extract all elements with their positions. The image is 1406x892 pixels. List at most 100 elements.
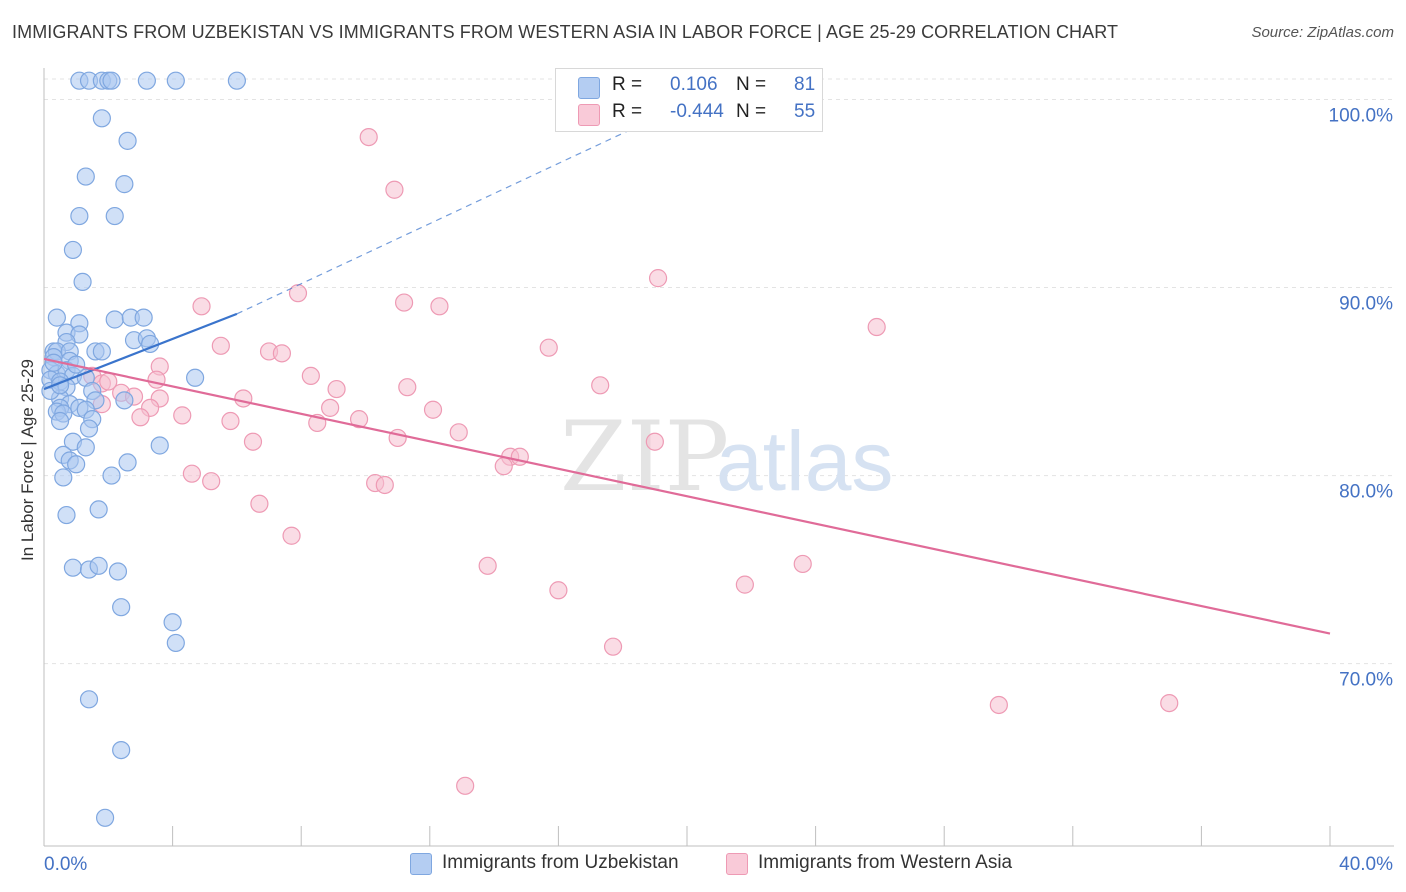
uzbekistan-points <box>41 71 246 827</box>
western-asia-point <box>211 336 230 355</box>
western-asia-point <box>867 317 886 337</box>
western-asia-point <box>456 776 475 795</box>
uzbekistan-point <box>166 633 185 653</box>
uzbekistan-point <box>108 562 128 581</box>
legend-label-western-asia: Immigrants from Western Asia <box>758 852 1013 873</box>
legend-r-label: R = <box>612 101 643 122</box>
western-asia-point <box>349 410 369 429</box>
legend-r-label: R = <box>612 74 643 95</box>
western-asia-point <box>494 457 513 476</box>
correlation-legend: R = 0.106 N = 81 R = -0.444 N = 55 <box>555 68 823 132</box>
legend-r-value: 0.106 <box>670 74 718 95</box>
western-asia-point <box>591 376 610 395</box>
legend-swatch-pink <box>578 104 600 126</box>
uzbekistan-point <box>70 206 89 226</box>
uzbekistan-point <box>137 71 156 90</box>
western-asia-point <box>182 464 201 483</box>
uzbekistan-point <box>166 71 185 90</box>
uzbekistan-point <box>112 598 131 617</box>
western-asia-point <box>989 695 1008 715</box>
uzbekistan-point <box>89 556 108 575</box>
western-asia-point <box>192 297 211 316</box>
legend-swatch-blue <box>578 77 600 99</box>
western-asia-point <box>603 637 623 656</box>
uzbekistan-point <box>79 690 99 709</box>
uzbekistan-point <box>115 391 134 410</box>
western-asia-point <box>375 475 394 495</box>
western-asia-trend-line <box>43 357 1331 635</box>
western-asia-point <box>793 554 812 574</box>
legend-n-label: N = <box>736 101 767 122</box>
uzbekistan-point <box>150 436 169 455</box>
western-asia-point <box>539 338 558 357</box>
y-tick-label: 70.0% <box>1339 670 1393 691</box>
y-tick-label: 80.0% <box>1339 482 1393 503</box>
uzbekistan-point <box>57 505 76 525</box>
western-asia-point <box>99 372 118 391</box>
western-asia-point <box>359 127 378 147</box>
trend-lines <box>43 102 1331 635</box>
western-asia-point <box>478 556 497 575</box>
uzbekistan-point <box>54 468 73 487</box>
legend-swatch-pink <box>726 853 748 875</box>
watermark: ZIP atlas <box>560 401 893 513</box>
y-axis-label: In Labor Force | Age 25-29 <box>18 359 37 561</box>
western-asia-point <box>234 389 253 408</box>
uzbekistan-point <box>89 500 108 519</box>
uzbekistan-point <box>163 613 182 632</box>
uzbekistan-point <box>47 308 66 327</box>
western-asia-point <box>131 408 150 427</box>
western-asia-point <box>243 432 263 451</box>
y-tick-label: 100.0% <box>1329 105 1394 126</box>
legend-label-uzbekistan: Immigrants from Uzbekistan <box>442 852 679 873</box>
western-asia-point <box>250 494 269 513</box>
tick-labels: 70.0% 80.0% 90.0% 100.0% 0.0% 40.0% <box>44 105 1393 875</box>
uzbekistan-point <box>92 342 111 361</box>
western-asia-point <box>288 284 308 303</box>
uzbekistan-point <box>95 808 115 827</box>
western-asia-point <box>202 472 221 491</box>
legend-n-value: 55 <box>794 101 816 122</box>
western-asia-point <box>394 293 414 312</box>
western-asia-point <box>321 398 340 417</box>
uzbekistan-point <box>102 71 121 90</box>
x-tick-label: 0.0% <box>44 854 87 875</box>
western-asia-point <box>147 370 166 389</box>
watermark-zip: ZIP <box>560 401 729 513</box>
western-asia-point <box>388 428 407 448</box>
uzbekistan-point <box>50 411 70 431</box>
western-asia-point <box>423 400 443 419</box>
legend-r-value: -0.444 <box>670 101 724 122</box>
chart-title: IMMIGRANTS FROM UZBEKISTAN VS IMMIGRANTS… <box>12 22 1119 42</box>
uzbekistan-point <box>76 167 95 186</box>
uzbekistan-point <box>227 71 246 90</box>
western-asia-point <box>549 581 568 600</box>
watermark-atlas: atlas <box>716 414 893 508</box>
western-asia-point <box>648 269 668 288</box>
western-asia-point <box>398 378 417 397</box>
western-asia-point <box>282 526 301 545</box>
western-asia-point <box>430 297 449 316</box>
uzbekistan-point <box>102 466 121 485</box>
western-asia-point <box>173 406 192 425</box>
series-legend: Immigrants from Uzbekistan Immigrants fr… <box>0 852 1406 878</box>
uzbekistan-point <box>67 455 86 474</box>
uzbekistan-point <box>105 206 124 226</box>
western-asia-point <box>1160 693 1179 713</box>
western-asia-point <box>645 432 664 451</box>
uzbekistan-point <box>63 240 83 260</box>
western-asia-point <box>735 575 754 594</box>
legend-n-label: N = <box>736 74 767 95</box>
uzbekistan-point <box>105 310 124 329</box>
western-asia-point <box>385 180 404 199</box>
uzbekistan-point <box>63 558 83 577</box>
uzbekistan-point <box>134 308 153 327</box>
uzbekistan-point <box>92 109 111 128</box>
western-asia-point <box>327 379 346 399</box>
uzbekistan-trend-extension <box>236 102 688 315</box>
uzbekistan-point <box>118 131 137 150</box>
uzbekistan-point <box>73 272 92 291</box>
source-label: Source: ZipAtlas.com <box>1251 24 1394 41</box>
uzbekistan-point <box>118 453 137 472</box>
